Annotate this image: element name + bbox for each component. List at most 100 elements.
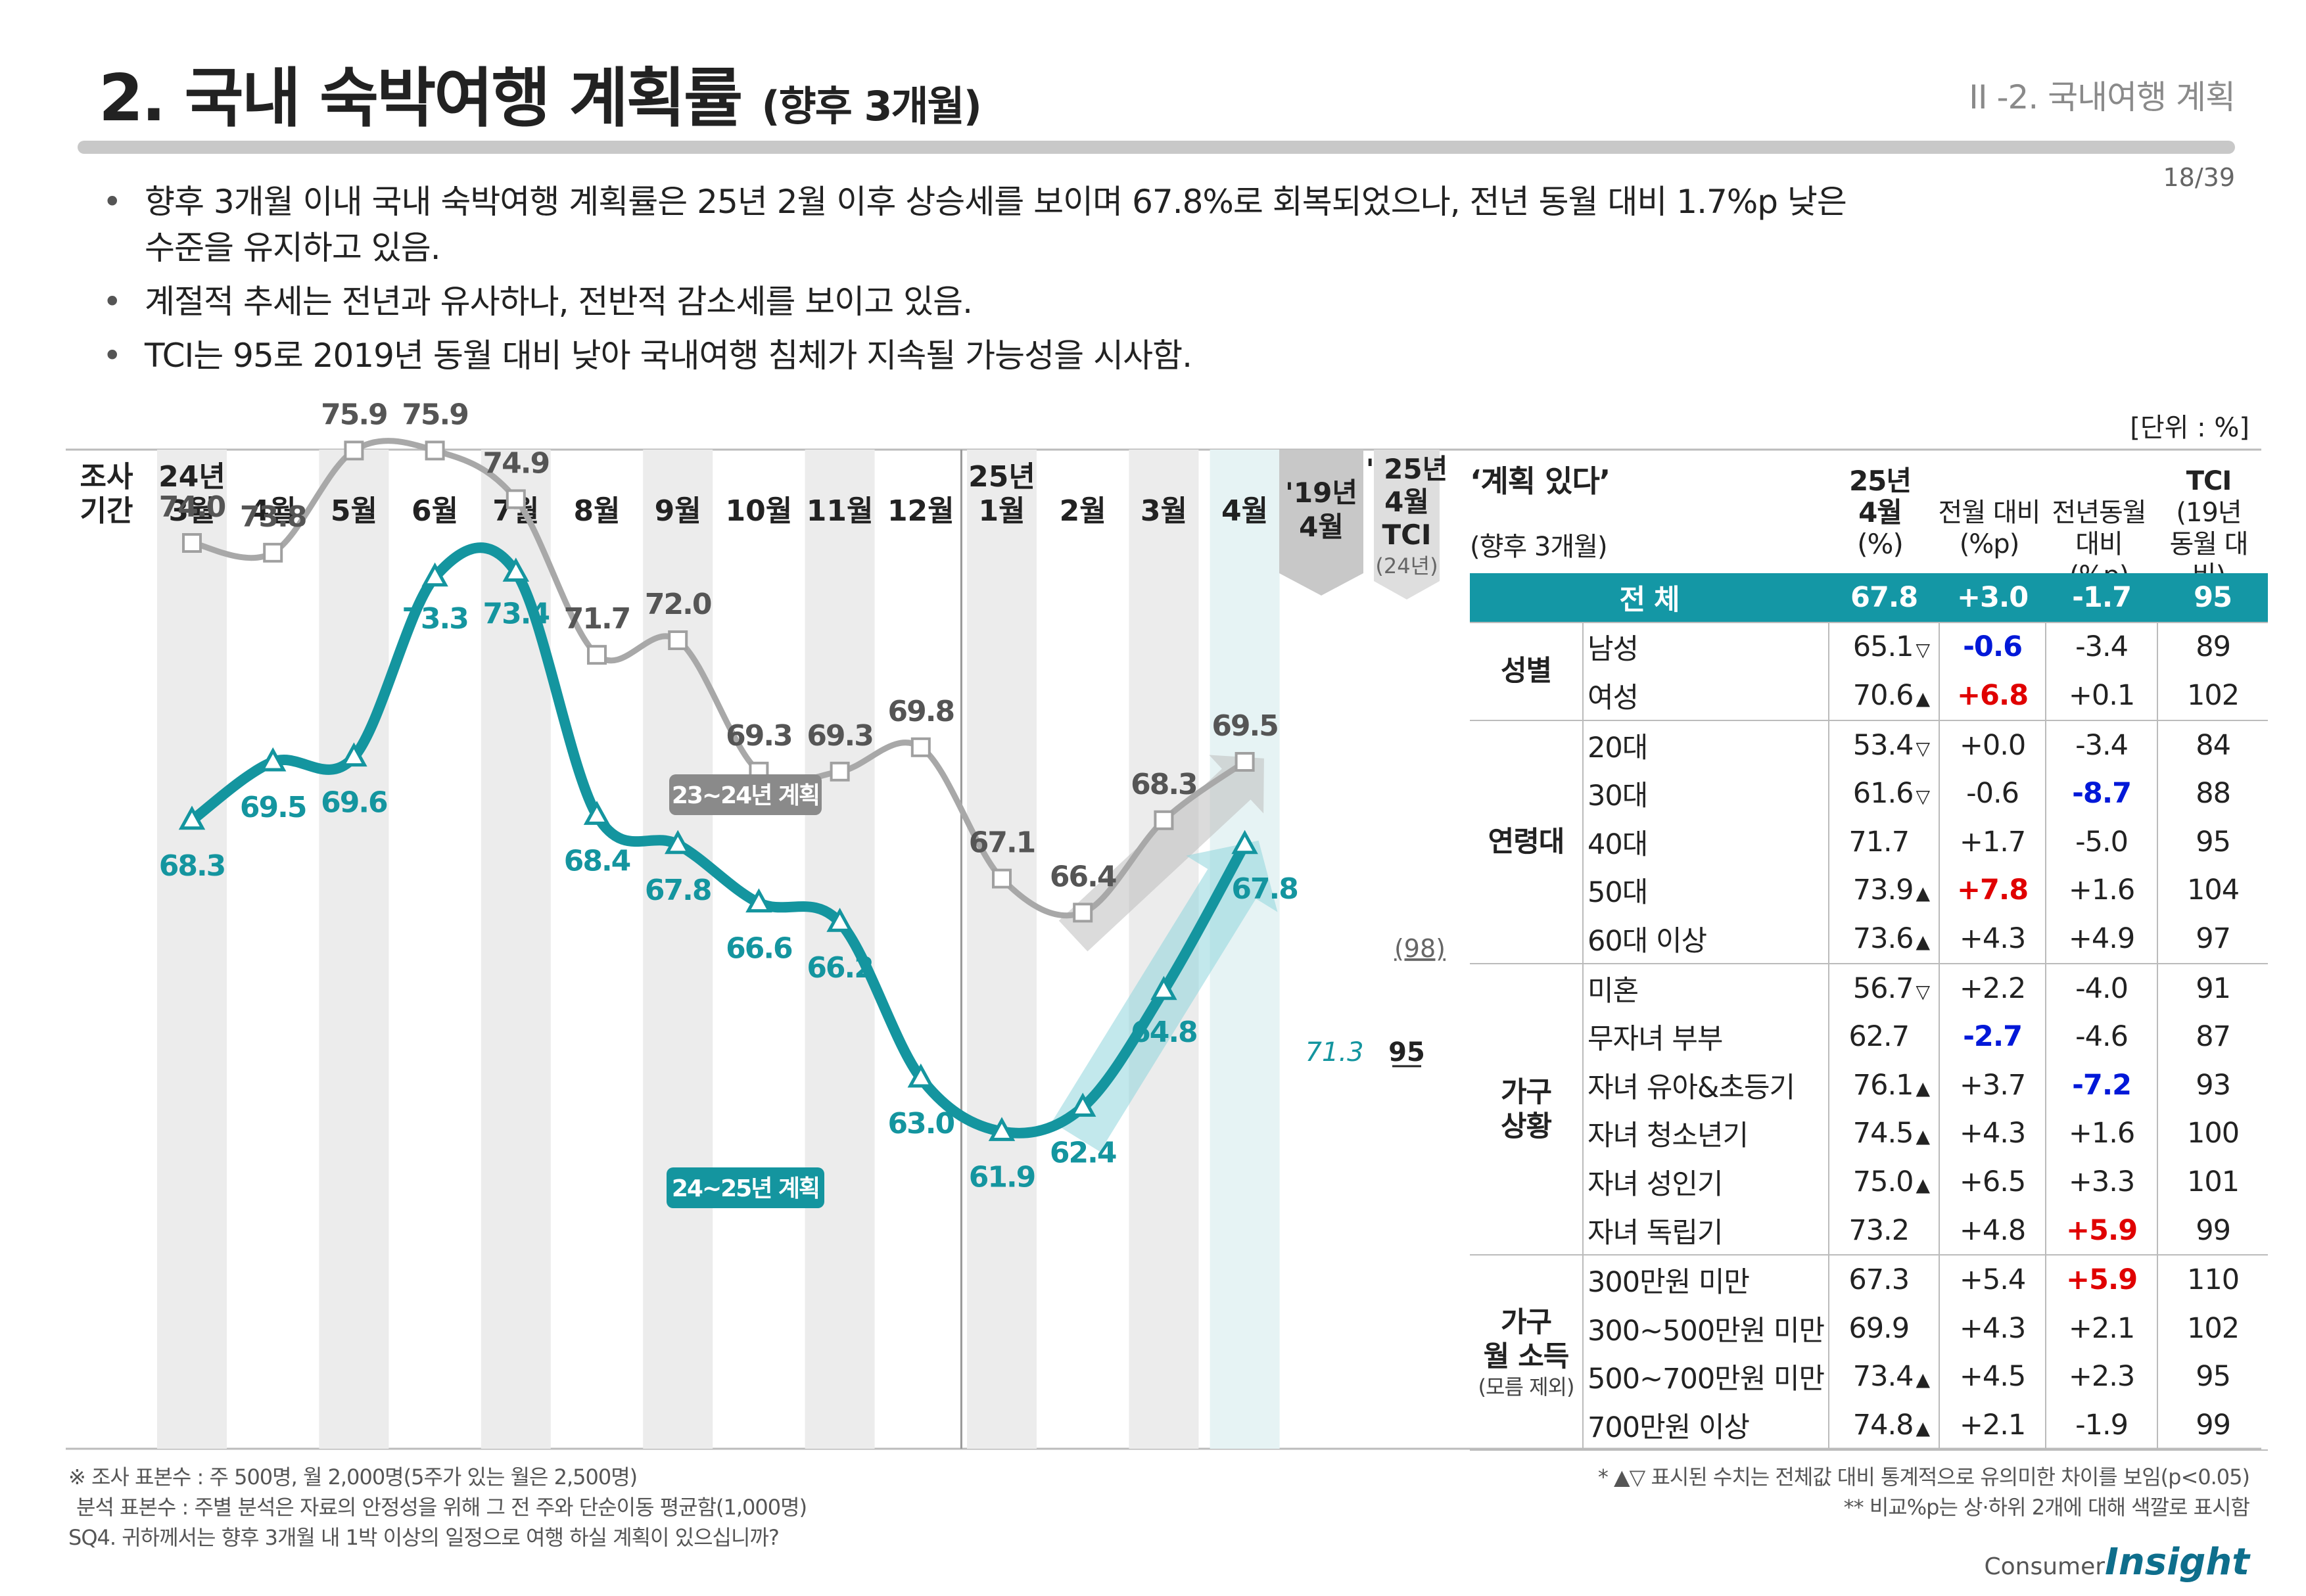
total-yoy: -1.7 [2046,573,2158,622]
value-label-current: 69.5 [240,791,306,824]
table-subtitle: (향후 3개월) [1470,532,1608,562]
row-mom: -2.7 [1939,1012,2046,1061]
row-header-1: 조사 [80,460,133,494]
value-label-current: 62.4 [1050,1136,1116,1169]
row-pct: 53.4 ▽ [1828,719,1940,770]
series-badge-prev [669,774,822,815]
x-tick-label: 8월 [573,494,620,528]
table-row: 가구 상황 미혼 56.7 ▽ +2.2 -4.0 91 [1470,962,2269,1256]
data-point-prev [506,489,526,509]
value-label-prev: 75.9 [402,398,468,431]
tci-sublabel: (24년) [1375,553,1438,578]
row-label: 무자녀 부부 [1582,1012,1829,1061]
row-mom: +1.7 [1939,817,2046,866]
up-triangle-icon: ▲ [1916,687,1931,709]
row-mom: -0.6 [1939,621,2046,672]
tci-prev-value: (98) [1394,934,1446,963]
table-row: 50대 73.9 ▲ +7.8 +1.6 104 [1470,866,2269,915]
data-point-prev [830,761,850,782]
value-label-current: 68.4 [564,844,630,878]
value-label-current: 63.0 [888,1107,954,1140]
table-row: 무자녀 부부 62.7 -2.7 -4.6 87 [1470,1012,2269,1061]
series-badge-current-label: 24~25년 계획 [672,1175,819,1202]
table-row: 자녀 성인기 75.0 ▲ +6.5 +3.3 101 [1470,1158,2269,1206]
value-label-prev: 69.3 [807,719,873,753]
data-point-prev [182,533,202,553]
row-yoy: -4.0 [2045,962,2158,1013]
bullet-1: 향후 3개월 이내 국내 숙박여행 계획률은 25년 2월 이후 상승세를 보이… [99,179,1854,271]
data-point-current [988,1117,1016,1141]
x-tick-year: 25년 [968,460,1035,494]
table-row-total: 전 체 67.8 +3.0 -1.7 95 [1470,573,2269,622]
row-label: 자녀 성인기 [1582,1158,1829,1206]
data-point-current [1150,975,1177,1000]
row-tci: 110 [2157,1254,2269,1304]
table-row: 300~500만원 미만 69.9 +4.3 +2.1 102 [1470,1303,2269,1353]
data-point-prev [1073,903,1093,923]
row-pct: 65.1 ▽ [1828,621,1940,672]
table-row: 700만원 이상 74.8 ▲ +2.1 -1.9 99 [1470,1401,2269,1450]
table-row: 자녀 청소년기 74.5 ▲ +4.3 +1.6 100 [1470,1109,2269,1158]
row-yoy: +1.6 [2045,1109,2158,1158]
up-triangle-icon: ▲ [1916,1369,1931,1391]
data-point-prev [263,542,283,563]
series-line-prev [191,438,1247,919]
x-tick-label: 4월 [250,494,296,528]
tci-header-badge [1374,450,1440,599]
consumer-insight-logo: ConsumerInsight [1984,1541,2249,1584]
value-label-prev: 69.8 [888,695,954,728]
down-triangle-icon: ▽ [1916,786,1931,808]
value-label-prev: 69.5 [1212,709,1278,743]
value-label-prev: 71.7 [564,602,630,636]
row-tci: 84 [2157,719,2269,770]
row-pct: 67.3 [1828,1254,1940,1304]
row-tci: 99 [2157,1206,2269,1256]
value-label-current: 67.8 [645,874,711,907]
row-label: 700만원 이상 [1582,1401,1829,1450]
row-yoy: +1.6 [2045,866,2158,915]
segment-table: 전 체 67.8 +3.0 -1.7 95 성별 남성 65.1 ▽ -0.6 -3.4 89 여성 70… [1470,573,2269,1451]
value-label-current: 64.8 [1131,1016,1197,1049]
title-divider [78,141,2235,154]
table-row: 40대 71.7 +1.7 -5.0 95 [1470,817,2269,866]
down-triangle-icon: ▽ [1916,980,1931,1002]
x-tick-label: 4월 [1221,494,1268,528]
row-yoy: +4.9 [2045,914,2158,964]
row-label: 500~700만원 미만 [1582,1352,1829,1401]
row-label: 60대 이상 [1582,914,1829,964]
bullet-3: TCI는 95로 2019년 동월 대비 낮아 국내여행 침체가 지속될 가능성… [99,333,1854,379]
row-pct: 75.0 ▲ [1828,1158,1940,1206]
table-row: 성별 남성 65.1 ▽ -0.6 -3.4 89 [1470,621,2269,720]
row-yoy: +2.1 [2045,1303,2158,1353]
row-label: 자녀 독립기 [1582,1206,1829,1256]
row-pct: 71.7 [1828,817,1940,866]
down-triangle-icon: ▽ [1916,737,1931,759]
row-label: 300만원 미만 [1582,1254,1829,1304]
table-row: 가구 월 소득 (모름 제외) 300만원 미만 67.3 +5.4 +5.9 110 [1470,1254,2269,1450]
table-title: ‘계획 있다’ [1470,463,1611,499]
data-point-prev [910,737,931,757]
row-mom: +4.3 [1939,1303,2046,1353]
row-tci: 102 [2157,1303,2269,1353]
y2019-label-1: '19년 [1285,477,1357,509]
row-tci: 88 [2157,769,2269,818]
data-point-prev [425,440,445,461]
row-yoy: -3.4 [2045,719,2158,770]
up-triangle-icon: ▲ [1916,1417,1931,1439]
row-pct: 73.2 [1828,1206,1940,1256]
row-tci: 97 [2157,914,2269,964]
value-label-prev: 73.8 [240,500,306,534]
up-triangle-icon: ▲ [1916,1173,1931,1196]
value-label-prev: 66.4 [1050,860,1116,893]
y2019-label-2: 4월 [1299,511,1344,543]
value-label-prev: 75.9 [321,398,387,431]
x-tick-year: 24년 [158,460,225,494]
row-label: 자녀 유아&초등기 [1582,1060,1829,1110]
row-pct: 74.5 ▲ [1828,1109,1940,1158]
row-label: 40대 [1582,817,1829,866]
data-point-current [259,747,287,772]
x-tick-label: 1월 [978,494,1025,528]
y2019-value: 71.3 [1305,1037,1363,1068]
section-label: II -2. 국내여행 계획 [1969,78,2236,116]
value-label-prev: 68.3 [1131,768,1197,801]
